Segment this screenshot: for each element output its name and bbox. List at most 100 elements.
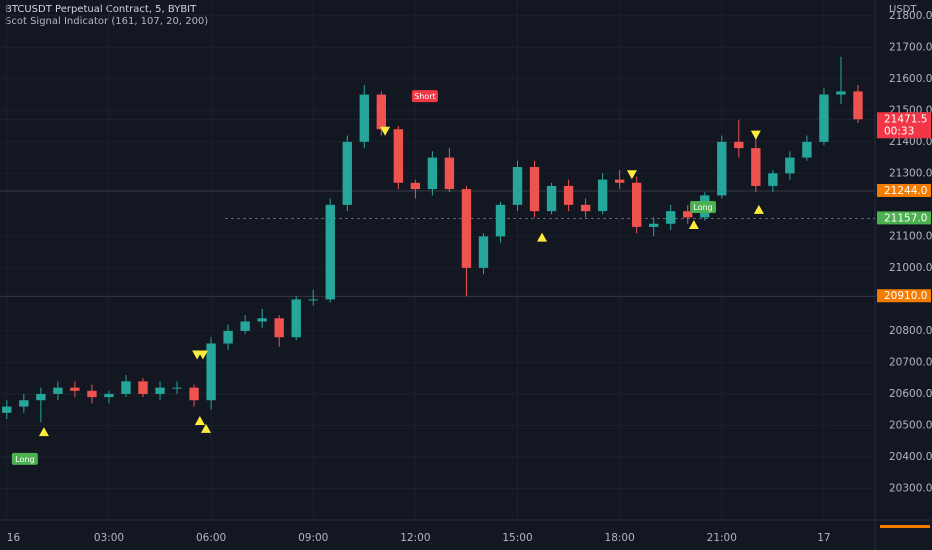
price-tag <box>877 112 931 139</box>
candle-body <box>427 157 438 190</box>
candle-body <box>478 236 489 268</box>
candle-body <box>291 299 301 338</box>
candle-body <box>19 400 29 407</box>
candle-body <box>240 321 250 331</box>
candle-body <box>189 387 199 401</box>
candle-body <box>683 211 693 218</box>
candle-body <box>342 141 352 205</box>
candle-body <box>649 223 659 227</box>
sell-signal <box>626 170 637 180</box>
x-tick-label: 09:00 <box>298 532 328 544</box>
candle-body <box>257 318 267 322</box>
x-tick-label: 17 <box>817 532 830 544</box>
candle-body <box>87 390 97 398</box>
indicator-name: Scot Signal Indicator (161, 107, 20, 200… <box>5 16 208 27</box>
candle-body <box>376 94 387 130</box>
candle-body <box>223 330 233 344</box>
candle-body <box>717 141 727 196</box>
x-tick-label: 15:00 <box>502 532 532 544</box>
y-tick-label: 21800.0 <box>889 10 932 22</box>
candle-body <box>529 167 540 212</box>
signal-label-box <box>11 452 38 465</box>
candle-body <box>393 129 404 183</box>
price-tag <box>877 183 931 197</box>
price-tag-label: 21244.0 <box>884 185 927 197</box>
buy-signal <box>688 220 699 230</box>
candle-body <box>666 211 676 224</box>
candle-body <box>410 182 421 190</box>
candle-body <box>461 189 472 268</box>
candle-body <box>768 173 778 186</box>
buy-signal <box>537 232 548 242</box>
candle-body <box>274 318 284 338</box>
candle-body <box>614 179 625 183</box>
y-tick-label: 20800.0 <box>889 325 932 337</box>
signal-label-box <box>690 201 717 214</box>
x-tick-label: 06:00 <box>196 532 226 544</box>
signal-label-box <box>411 90 438 103</box>
candle-body <box>785 157 795 174</box>
candle-body <box>563 185 574 205</box>
candle-body <box>155 387 165 394</box>
x-tick-label: 03:00 <box>94 532 124 544</box>
candle-body <box>836 91 846 95</box>
y-tick-label: 21400.0 <box>889 136 932 148</box>
y-tick-label: 20300.0 <box>889 482 932 494</box>
buy-signal <box>200 423 211 433</box>
price-tag-label: 21157.0 <box>884 212 927 224</box>
price-tag-label: 20910.0 <box>884 290 927 302</box>
y-tick-label: 20700.0 <box>889 356 932 368</box>
candle-body <box>802 141 812 158</box>
candle-body <box>325 204 335 300</box>
candle-body <box>206 343 216 401</box>
candle-body <box>359 94 369 142</box>
candle-body <box>580 204 591 212</box>
y-tick-label: 20400.0 <box>889 451 932 463</box>
candle-body <box>104 393 114 398</box>
x-tick-label: 12:00 <box>400 532 430 544</box>
buy-signal <box>194 416 205 426</box>
y-tick-label: 20600.0 <box>889 388 932 400</box>
countdown: 00:33 <box>884 125 914 137</box>
signal-label: Long <box>11 452 38 465</box>
price-tag-label: 21471.5 <box>884 113 927 125</box>
y-tick-label: 21000.0 <box>889 262 932 274</box>
y-tick-label: 21600.0 <box>889 73 932 85</box>
candle-body <box>751 148 761 186</box>
price-tag <box>877 289 931 303</box>
signal-label-text: Long <box>693 203 712 212</box>
sell-signal <box>380 126 391 136</box>
y-tick-label: 21700.0 <box>889 41 932 53</box>
candle-body <box>546 185 557 212</box>
candle-body <box>2 406 12 413</box>
y-tick-label: 20500.0 <box>889 419 932 431</box>
candle-body <box>172 387 182 389</box>
y-tick-label: 21300.0 <box>889 167 932 179</box>
candle-body <box>444 157 455 190</box>
sell-signal <box>197 350 208 360</box>
candle-body <box>734 141 744 149</box>
y-tick-label: 21100.0 <box>889 230 932 242</box>
y-axis-label: USDT <box>889 4 917 15</box>
signal-label-text: Long <box>15 455 34 464</box>
chart-title: BTCUSDT Perpetual Contract, 5, BYBIT <box>5 4 197 15</box>
candle-body <box>121 381 131 394</box>
x-tick-label: 18:00 <box>605 532 635 544</box>
x-tick-label: 21:00 <box>707 532 737 544</box>
candle-body <box>597 179 608 212</box>
candle-body <box>495 204 506 237</box>
buy-signal <box>38 427 49 437</box>
scale-handle <box>880 525 930 528</box>
candle-body <box>36 393 46 401</box>
price-tag <box>877 211 931 225</box>
candle-body <box>631 182 642 227</box>
signal-label: Short <box>411 90 438 103</box>
candle-body <box>853 91 863 120</box>
candle-body <box>138 381 148 394</box>
buy-signal <box>753 204 764 214</box>
signal-label: Long <box>690 201 717 214</box>
x-tick-label: 16 <box>7 532 21 544</box>
candle-body <box>53 387 63 394</box>
signal-label-text: Short <box>414 92 435 101</box>
